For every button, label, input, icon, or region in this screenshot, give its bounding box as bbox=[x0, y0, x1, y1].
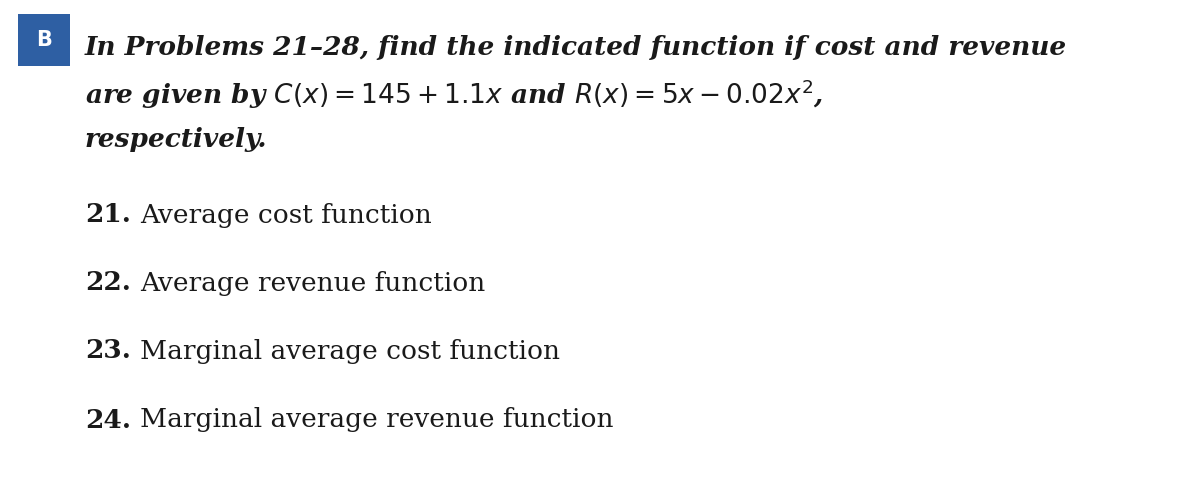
Text: Marginal average revenue function: Marginal average revenue function bbox=[140, 408, 613, 432]
Text: Average cost function: Average cost function bbox=[140, 203, 432, 227]
Text: respectively.: respectively. bbox=[85, 128, 268, 153]
Text: Marginal average cost function: Marginal average cost function bbox=[140, 339, 560, 363]
Text: 22.: 22. bbox=[85, 271, 131, 295]
FancyBboxPatch shape bbox=[18, 14, 70, 66]
Text: 21.: 21. bbox=[85, 203, 131, 227]
Text: B: B bbox=[36, 30, 52, 50]
Text: In Problems 21–28, find the indicated function if cost and revenue: In Problems 21–28, find the indicated fu… bbox=[85, 35, 1067, 60]
Text: 23.: 23. bbox=[85, 339, 131, 363]
Text: Average revenue function: Average revenue function bbox=[140, 271, 485, 295]
Text: are given by $C(x) = 145 + 1.1x$ and $R(x) = 5x - 0.02x^2$,: are given by $C(x) = 145 + 1.1x$ and $R(… bbox=[85, 77, 823, 111]
Text: 24.: 24. bbox=[85, 408, 131, 432]
